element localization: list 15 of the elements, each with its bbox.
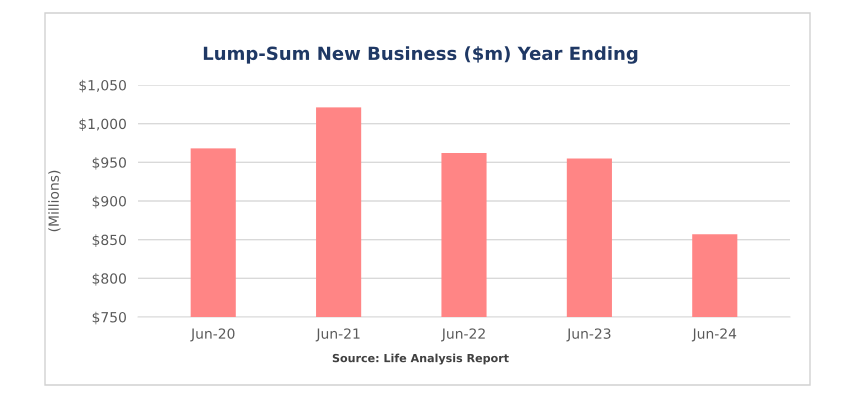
y-axis-title: (Millions) (48, 170, 61, 232)
y-tick-label: $750 (92, 312, 126, 324)
y-tick-label: $1,000 (79, 118, 126, 131)
x-tick-label: Jun-24 (692, 328, 736, 342)
y-tick-label: $1,050 (79, 80, 126, 92)
y-tick-label: $950 (92, 157, 126, 170)
x-tick-label: Jun-22 (441, 328, 485, 342)
y-tick-label: $850 (92, 234, 126, 247)
y-tick-label: $800 (92, 273, 126, 286)
y-tick-label: $900 (92, 196, 126, 208)
x-tick-label: Jun-23 (566, 328, 610, 342)
x-tick-label: Jun-21 (316, 328, 360, 342)
chart-title: Lump-Sum New Business ($m) Year Ending (204, 46, 638, 64)
x-tick-label: Jun-20 (190, 328, 234, 342)
source-note: Source: Life Analysis Report (332, 354, 509, 365)
